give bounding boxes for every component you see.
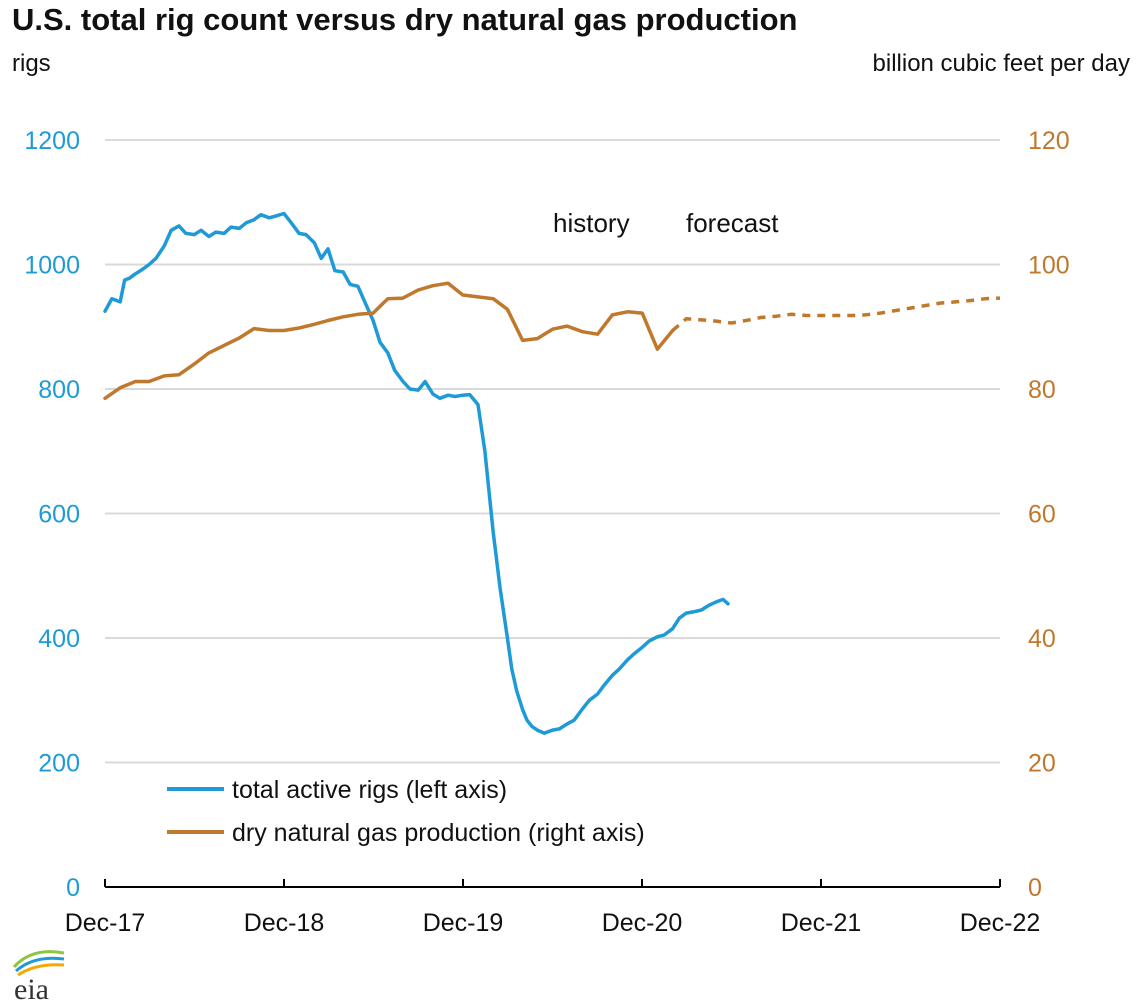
right-axis-tick-label: 20 (1028, 750, 1056, 778)
right-axis-tick-label: 120 (1028, 127, 1070, 155)
right-axis-tick-label: 0 (1028, 874, 1042, 902)
gas-series-line (103, 281, 675, 401)
left-axis-tick-label: 600 (38, 501, 80, 529)
svg-text:eia: eia (14, 973, 49, 1003)
left-axis-tick-label: 400 (38, 625, 80, 653)
legend-item-rigs-label: total active rigs (left axis) (232, 776, 507, 804)
right-axis-tick-label: 100 (1028, 252, 1070, 280)
left-axis-tick-label: 800 (38, 376, 80, 404)
x-axis-tick-label: Dec-19 (423, 909, 504, 937)
rigs-series-line (103, 211, 730, 735)
left-axis-tick-label: 1000 (24, 252, 80, 280)
right-axis-unit-label: billion cubic feet per day (872, 50, 1130, 77)
history-annotation: history (553, 208, 630, 238)
left-axis-unit-label: rigs (12, 50, 51, 77)
right-axis-tick-label: 40 (1028, 625, 1056, 653)
left-axis-tick-label: 200 (38, 750, 80, 778)
eia-logo: eia (12, 950, 65, 1003)
chart-title: U.S. total rig count versus dry natural … (12, 2, 798, 37)
x-axis-tick-label: Dec-17 (65, 909, 146, 937)
legend-item-gas-label: dry natural gas production (right axis) (232, 819, 645, 847)
left-axis-tick-label: 0 (66, 874, 80, 902)
x-axis-tick-label: Dec-22 (960, 909, 1041, 937)
chart-plot: 0 0 200 20 400 40 600 60 800 80 1000 100 1200 120 Dec-… (24, 127, 1070, 937)
x-axis-tick-label: Dec-18 (244, 909, 325, 937)
gas-forecast-series-line (671, 296, 1001, 332)
right-axis-tick-label: 80 (1028, 376, 1056, 404)
x-axis-tick-label: Dec-21 (781, 909, 862, 937)
right-axis-tick-label: 60 (1028, 501, 1056, 529)
forecast-annotation: forecast (686, 208, 779, 238)
x-axis-tick-label: Dec-20 (602, 909, 683, 937)
left-axis-tick-label: 1200 (24, 127, 80, 155)
